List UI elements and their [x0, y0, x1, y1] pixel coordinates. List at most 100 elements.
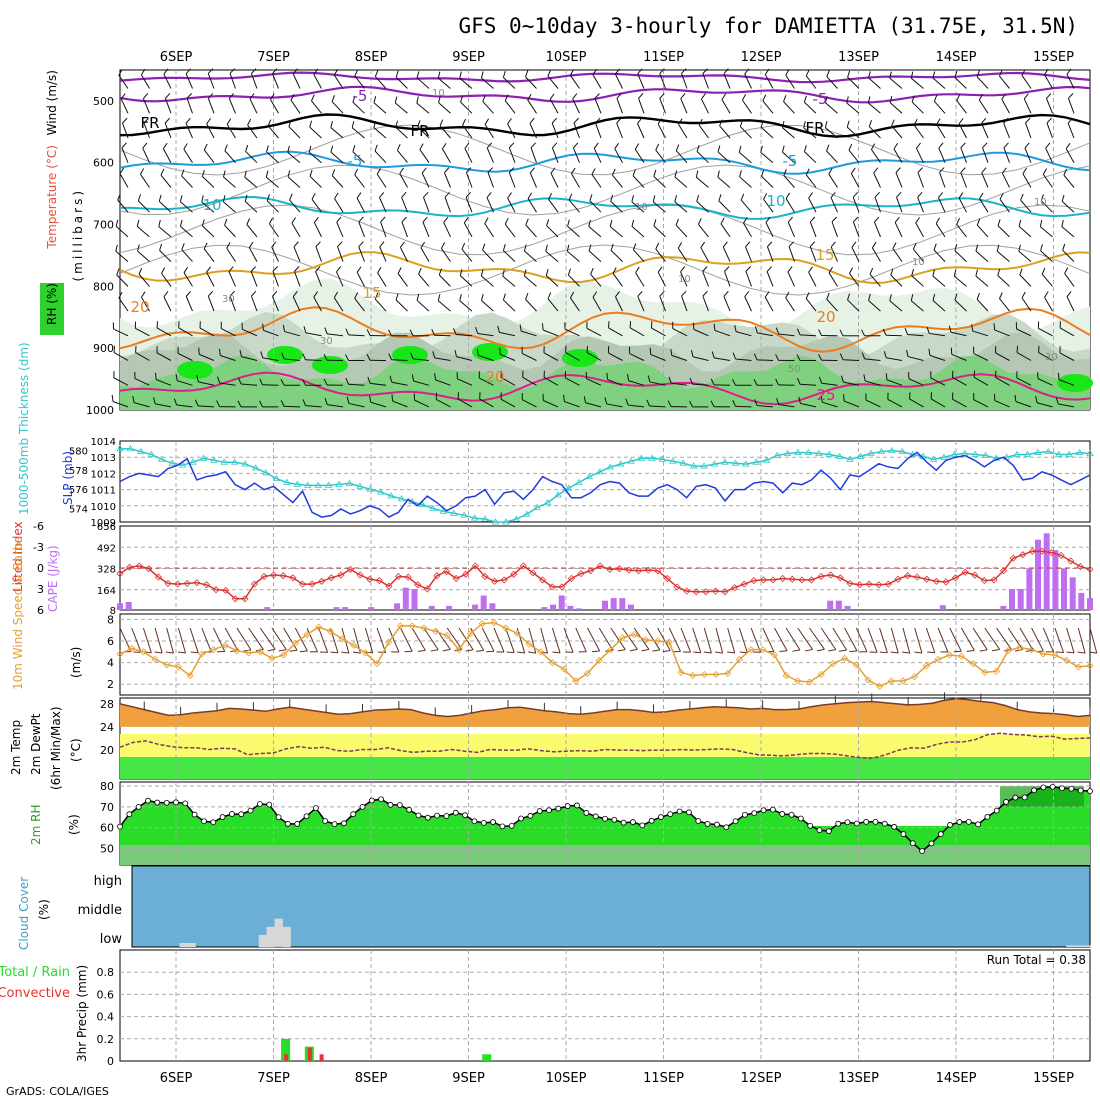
- rh-contour-label: 10: [1034, 197, 1047, 208]
- barb-flag: [979, 192, 984, 199]
- barb-staff: [606, 403, 623, 408]
- ylabel-slp: SLP (mb): [61, 451, 75, 505]
- barb-flag: [135, 345, 137, 353]
- barb-staff: [659, 73, 666, 89]
- barb-flag: [476, 649, 484, 652]
- barb-flag: [1020, 193, 1024, 201]
- barb-staff: [995, 377, 1010, 386]
- barb-flag: [154, 651, 163, 654]
- wind-barb: [722, 241, 731, 262]
- point: [322, 818, 329, 824]
- barb-staff: [1016, 328, 1032, 337]
- barb-staff: [354, 75, 365, 89]
- point: [298, 580, 307, 588]
- wind-barb: [741, 94, 752, 114]
- barb-staff: [465, 172, 473, 188]
- wind-barb: [781, 120, 795, 139]
- cape-bar: [1078, 592, 1085, 610]
- barb-flag: [336, 216, 342, 223]
- barb-staff: [543, 376, 559, 386]
- barb-staff: [267, 125, 279, 139]
- point: [212, 586, 220, 594]
- barb-flag: [1046, 93, 1052, 99]
- point: [913, 573, 921, 581]
- barb-staff: [525, 76, 537, 89]
- barb-flag: [504, 94, 509, 101]
- barb-flag: [201, 219, 205, 227]
- barb-flag: [904, 328, 909, 335]
- barb-flag: [308, 145, 312, 153]
- point: [420, 624, 428, 632]
- barb-flag: [377, 266, 382, 274]
- barb-staff: [351, 127, 365, 139]
- barb-staff: [956, 223, 967, 238]
- wind-barb: [379, 241, 387, 262]
- barb-staff: [177, 353, 193, 361]
- barb-flag: [163, 291, 169, 298]
- wind-barb: [868, 71, 881, 89]
- wind-barb: [594, 93, 602, 114]
- wind-barb: [787, 216, 795, 238]
- wind-barb: [379, 192, 387, 213]
- wind-barb: [649, 347, 666, 361]
- point: [971, 450, 979, 457]
- barb-flag: [241, 322, 243, 330]
- barb-staff: [975, 275, 989, 287]
- barb-staff: [612, 174, 623, 188]
- point: [366, 575, 374, 583]
- wind-barb: [692, 322, 709, 337]
- barb-flag: [365, 651, 373, 654]
- wind-barb: [913, 118, 924, 139]
- barb-flag: [463, 217, 469, 224]
- point: [247, 807, 254, 814]
- wind-barb: [179, 219, 193, 238]
- barb-staff: [674, 201, 688, 213]
- wind-barb: [1039, 219, 1053, 238]
- wind-barb: [177, 346, 193, 361]
- barb-flag: [839, 353, 844, 360]
- barb-staff: [207, 73, 215, 89]
- wind-barb: [272, 68, 279, 89]
- barb-flag: [824, 96, 828, 103]
- point: [742, 460, 750, 467]
- wind-barb: [456, 372, 473, 386]
- barb-flag: [158, 194, 162, 202]
- point: [327, 574, 335, 582]
- barb-staff: [675, 224, 688, 238]
- barb-staff: [524, 275, 537, 287]
- ylabel-thickness: 1000-500mb Thickness (dm): [17, 342, 31, 515]
- wind-barb: [846, 120, 860, 139]
- barb-flag: [868, 71, 871, 78]
- barb-staff: [785, 198, 795, 213]
- barb-staff: [373, 127, 387, 139]
- point: [385, 582, 393, 590]
- barb-staff: [246, 224, 258, 238]
- wind-barb: [487, 167, 494, 188]
- wind-barb: [917, 191, 924, 213]
- barb-flag: [719, 119, 723, 127]
- barb-staff: [850, 173, 860, 188]
- barb-flag: [270, 93, 275, 100]
- barb-staff: [740, 199, 752, 213]
- barb-flag: [680, 266, 686, 273]
- wind-barb: [244, 170, 258, 188]
- wind-barb: [224, 144, 236, 164]
- barb-flag: [680, 93, 686, 99]
- wind-barb: [358, 241, 365, 262]
- barb-staff: [436, 398, 451, 408]
- wind-barb: [367, 376, 387, 386]
- point: [183, 579, 191, 587]
- barb-flag: [992, 648, 1000, 652]
- wind-barb: [971, 324, 989, 337]
- point: [993, 807, 1000, 814]
- barb-flag: [865, 393, 867, 401]
- point: [147, 450, 155, 457]
- wind-tick: 6: [107, 635, 114, 648]
- barb-staff: [1001, 172, 1010, 188]
- barb-staff: [434, 334, 451, 337]
- point: [677, 668, 685, 676]
- point: [251, 464, 260, 471]
- wind-barb: [568, 193, 580, 213]
- wind-barb: [248, 241, 258, 262]
